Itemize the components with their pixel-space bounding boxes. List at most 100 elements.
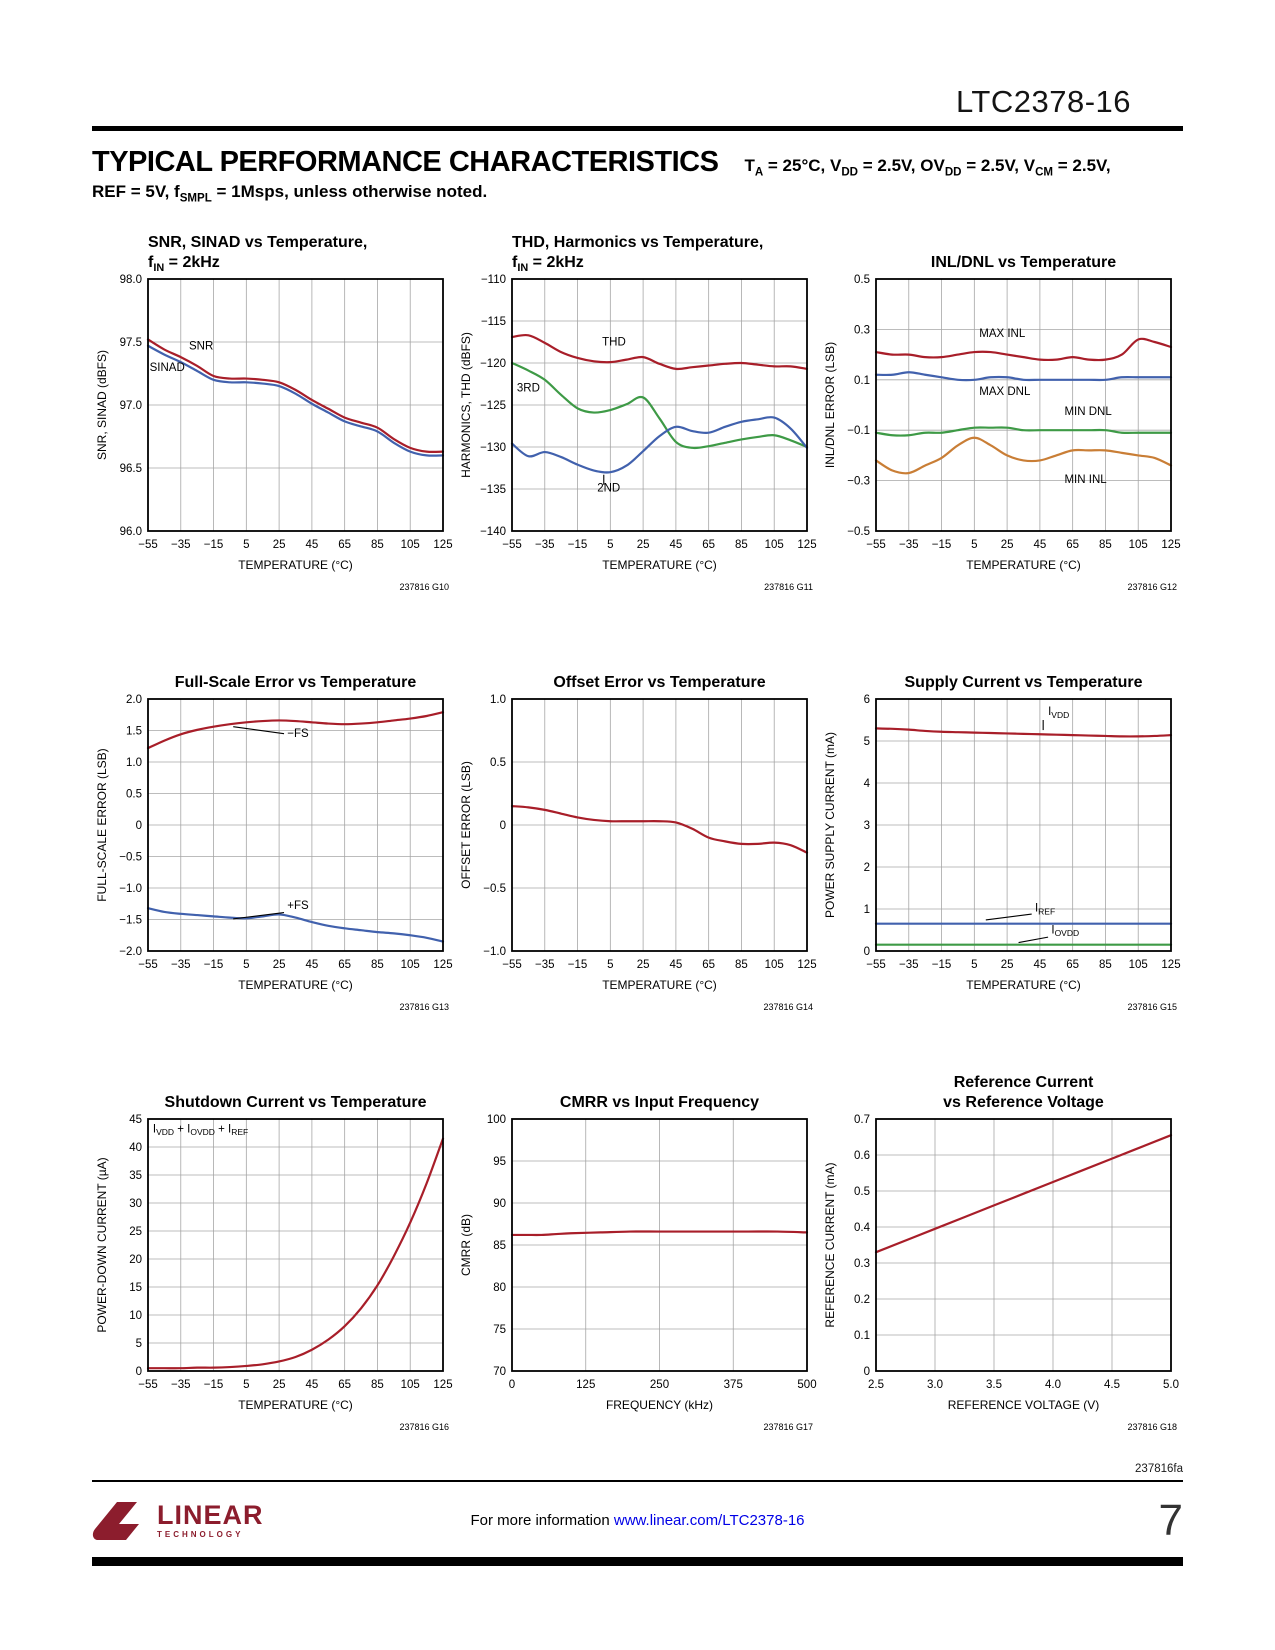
svg-text:−140: −140 <box>480 526 506 538</box>
y-tick-labels: 0 5 10 15 20 25 30 35 40 45 <box>129 1114 142 1378</box>
svg-text:5.0: 5.0 <box>1163 1379 1179 1391</box>
svg-text:−0.5: −0.5 <box>119 851 142 863</box>
svg-text:−0.5: −0.5 <box>483 883 506 895</box>
chart-canvas: −55 −35 −15 5 25 45 65 85 105 1250123456TEMPERATU… <box>823 694 1181 1012</box>
svg-text:5: 5 <box>864 736 870 748</box>
chart-id: 237816 G16 <box>399 1422 449 1432</box>
svg-text:−115: −115 <box>481 316 506 328</box>
svg-text:125: 125 <box>433 539 452 551</box>
y-tick-labels: 0 1 2 3 4 5 6 <box>864 694 871 958</box>
svg-text:45: 45 <box>129 1114 142 1126</box>
series-3-min-inl <box>874 436 1173 475</box>
svg-text:65: 65 <box>338 959 351 971</box>
svg-text:35: 35 <box>129 1170 142 1182</box>
svg-text:3: 3 <box>864 820 870 832</box>
svg-text:45: 45 <box>669 959 682 971</box>
series-0-thd <box>510 333 809 370</box>
svg-text:−130: −130 <box>480 442 506 454</box>
footer-info: For more information www.linear.com/LTC2… <box>92 1512 1183 1529</box>
svg-text:−0.3: −0.3 <box>847 475 870 487</box>
svg-text:70: 70 <box>493 1366 506 1378</box>
svg-text:25: 25 <box>129 1226 142 1238</box>
svg-text:1.0: 1.0 <box>490 694 506 706</box>
svg-text:−15: −15 <box>204 1379 224 1391</box>
grid-lines <box>147 1118 444 1372</box>
svg-text:−35: −35 <box>171 959 191 971</box>
x-tick-labels: −55 −35 −15 5 25 45 65 85 105 125 <box>502 539 816 551</box>
series-curves <box>146 1137 445 1370</box>
series-curves <box>146 338 445 457</box>
datasheet-page: LTC2378-16 TYPICAL PERFORMANCE CHARACTER… <box>92 86 1183 1566</box>
linear-technology-logo: LINEAR TECHNOLOGY <box>92 1501 264 1541</box>
grid-lines <box>875 278 1172 532</box>
section-title: TYPICAL PERFORMANCE CHARACTERISTICS <box>92 146 719 178</box>
x-axis-label: FREQUENCY (kHz) <box>606 1398 713 1412</box>
y-tick-labels: −2.0 −1.5 −1.0 −0.5 0 0.5 1.0 1.5 2.0 <box>119 694 142 958</box>
curve-label: MAX DNL <box>979 386 1031 398</box>
svg-text:96.5: 96.5 <box>120 463 142 475</box>
svg-text:105: 105 <box>765 539 784 551</box>
svg-text:0.5: 0.5 <box>854 1186 870 1198</box>
svg-text:−15: −15 <box>204 539 224 551</box>
plot-border <box>147 1117 444 1372</box>
curve-label-leader <box>1018 936 1049 943</box>
svg-text:2.5: 2.5 <box>868 1379 884 1391</box>
svg-text:500: 500 <box>797 1379 816 1391</box>
svg-text:0.5: 0.5 <box>854 274 870 286</box>
grid-lines <box>511 698 808 952</box>
x-tick-labels: −55 −35 −15 5 25 45 65 85 105 125 <box>502 959 816 971</box>
y-tick-labels: 0 0.1 0.2 0.3 0.4 0.5 0.6 0.7 <box>854 1114 871 1378</box>
series-1-3rd <box>510 361 809 449</box>
svg-text:15: 15 <box>129 1282 142 1294</box>
chart-title: CMRR vs Input Frequency <box>559 1093 760 1111</box>
y-axis-label: OFFSET ERROR (LSB) <box>459 761 473 889</box>
svg-text:−2.0: −2.0 <box>119 946 142 958</box>
svg-text:−55: −55 <box>866 959 886 971</box>
y-axis-label: POWER SUPPLY CURRENT (mA) <box>823 732 837 918</box>
chart-5: Offset Error vs Temperature −55 −35 −15 5 25 4… <box>456 651 819 1019</box>
svg-text:0.5: 0.5 <box>490 757 506 769</box>
chart-canvas: −55 −35 −15 5 25 45 65 85 105 125 −1.0 −0.5 0 0.5 1.0 T… <box>459 694 817 1012</box>
series-0-snr <box>146 338 445 453</box>
svg-text:105: 105 <box>765 959 784 971</box>
grid-lines <box>875 1118 1172 1372</box>
svg-text:−15: −15 <box>204 959 224 971</box>
chart-canvas: −55 −35 −15 5 25 45 65 85 105 125 0 5 10 15 20 25 30 35 40… <box>95 1114 453 1432</box>
svg-text:250: 250 <box>650 1379 669 1391</box>
chart-7: Shutdown Current vs Temperature −55 −35 −15… <box>92 1071 455 1439</box>
chart-id: 237816 G14 <box>763 1002 813 1012</box>
svg-text:5: 5 <box>243 1379 249 1391</box>
svg-text:−0.5: −0.5 <box>847 526 870 538</box>
svg-text:−1.0: −1.0 <box>483 946 506 958</box>
svg-text:30: 30 <box>129 1198 142 1210</box>
footer-link[interactable]: www.linear.com/LTC2378-16 <box>613 1512 805 1530</box>
series-curves <box>510 804 809 854</box>
series-curves <box>874 727 1173 946</box>
svg-text:3.5: 3.5 <box>986 1379 1002 1391</box>
page-footer: LINEAR TECHNOLOGY For more information w… <box>92 1490 1183 1552</box>
svg-text:25: 25 <box>273 539 286 551</box>
chart-id: 237816 G12 <box>1127 582 1177 592</box>
svg-text:40: 40 <box>129 1142 142 1154</box>
curve-label: −FS <box>287 728 309 740</box>
svg-text:45: 45 <box>305 959 318 971</box>
plot-border <box>875 277 1172 532</box>
svg-text:65: 65 <box>1066 539 1079 551</box>
logo-text: LINEAR TECHNOLOGY <box>157 1502 264 1540</box>
series-2-min-dnl <box>874 426 1173 437</box>
y-axis-label: INL/DNL ERROR (LSB) <box>823 342 837 468</box>
page-number: 7 <box>1158 1495 1183 1545</box>
svg-text:25: 25 <box>637 539 650 551</box>
svg-text:0.1: 0.1 <box>854 1330 870 1342</box>
series-0-ivdd <box>874 727 1173 738</box>
svg-text:−35: −35 <box>535 959 555 971</box>
chart-id: 237816 G10 <box>399 582 449 592</box>
series-0-offset-error <box>510 804 809 854</box>
svg-text:−0.1: −0.1 <box>847 425 870 437</box>
svg-text:5: 5 <box>607 539 613 551</box>
chart-title: INL/DNL vs Temperature <box>930 253 1117 271</box>
svg-text:125: 125 <box>433 1379 452 1391</box>
svg-text:45: 45 <box>669 539 682 551</box>
svg-text:0.5: 0.5 <box>126 788 142 800</box>
svg-text:−55: −55 <box>138 1379 158 1391</box>
